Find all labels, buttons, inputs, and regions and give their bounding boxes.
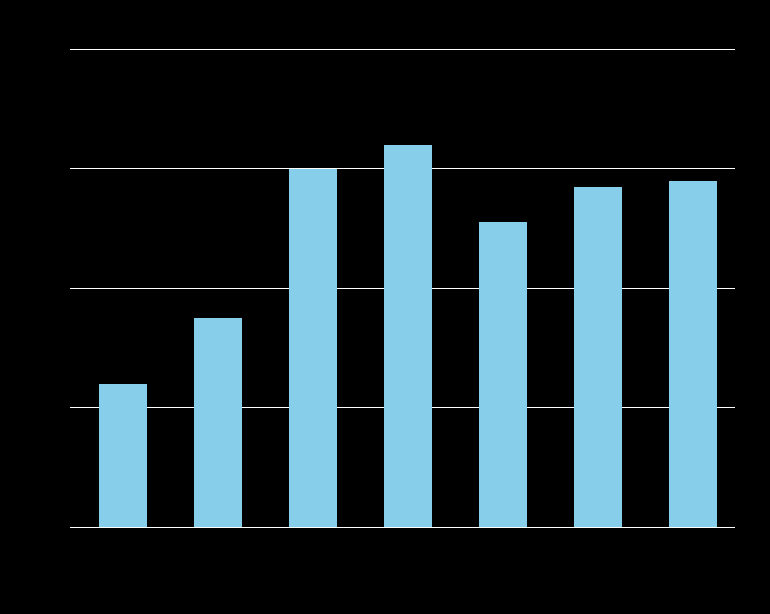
gridline <box>70 527 735 528</box>
bar <box>669 181 717 527</box>
bar <box>194 318 242 527</box>
bar <box>574 187 622 527</box>
bar <box>289 169 337 527</box>
bar <box>479 222 527 527</box>
bar <box>99 384 147 527</box>
bar <box>384 145 432 527</box>
gridline <box>70 49 735 50</box>
bar-chart <box>0 0 770 614</box>
